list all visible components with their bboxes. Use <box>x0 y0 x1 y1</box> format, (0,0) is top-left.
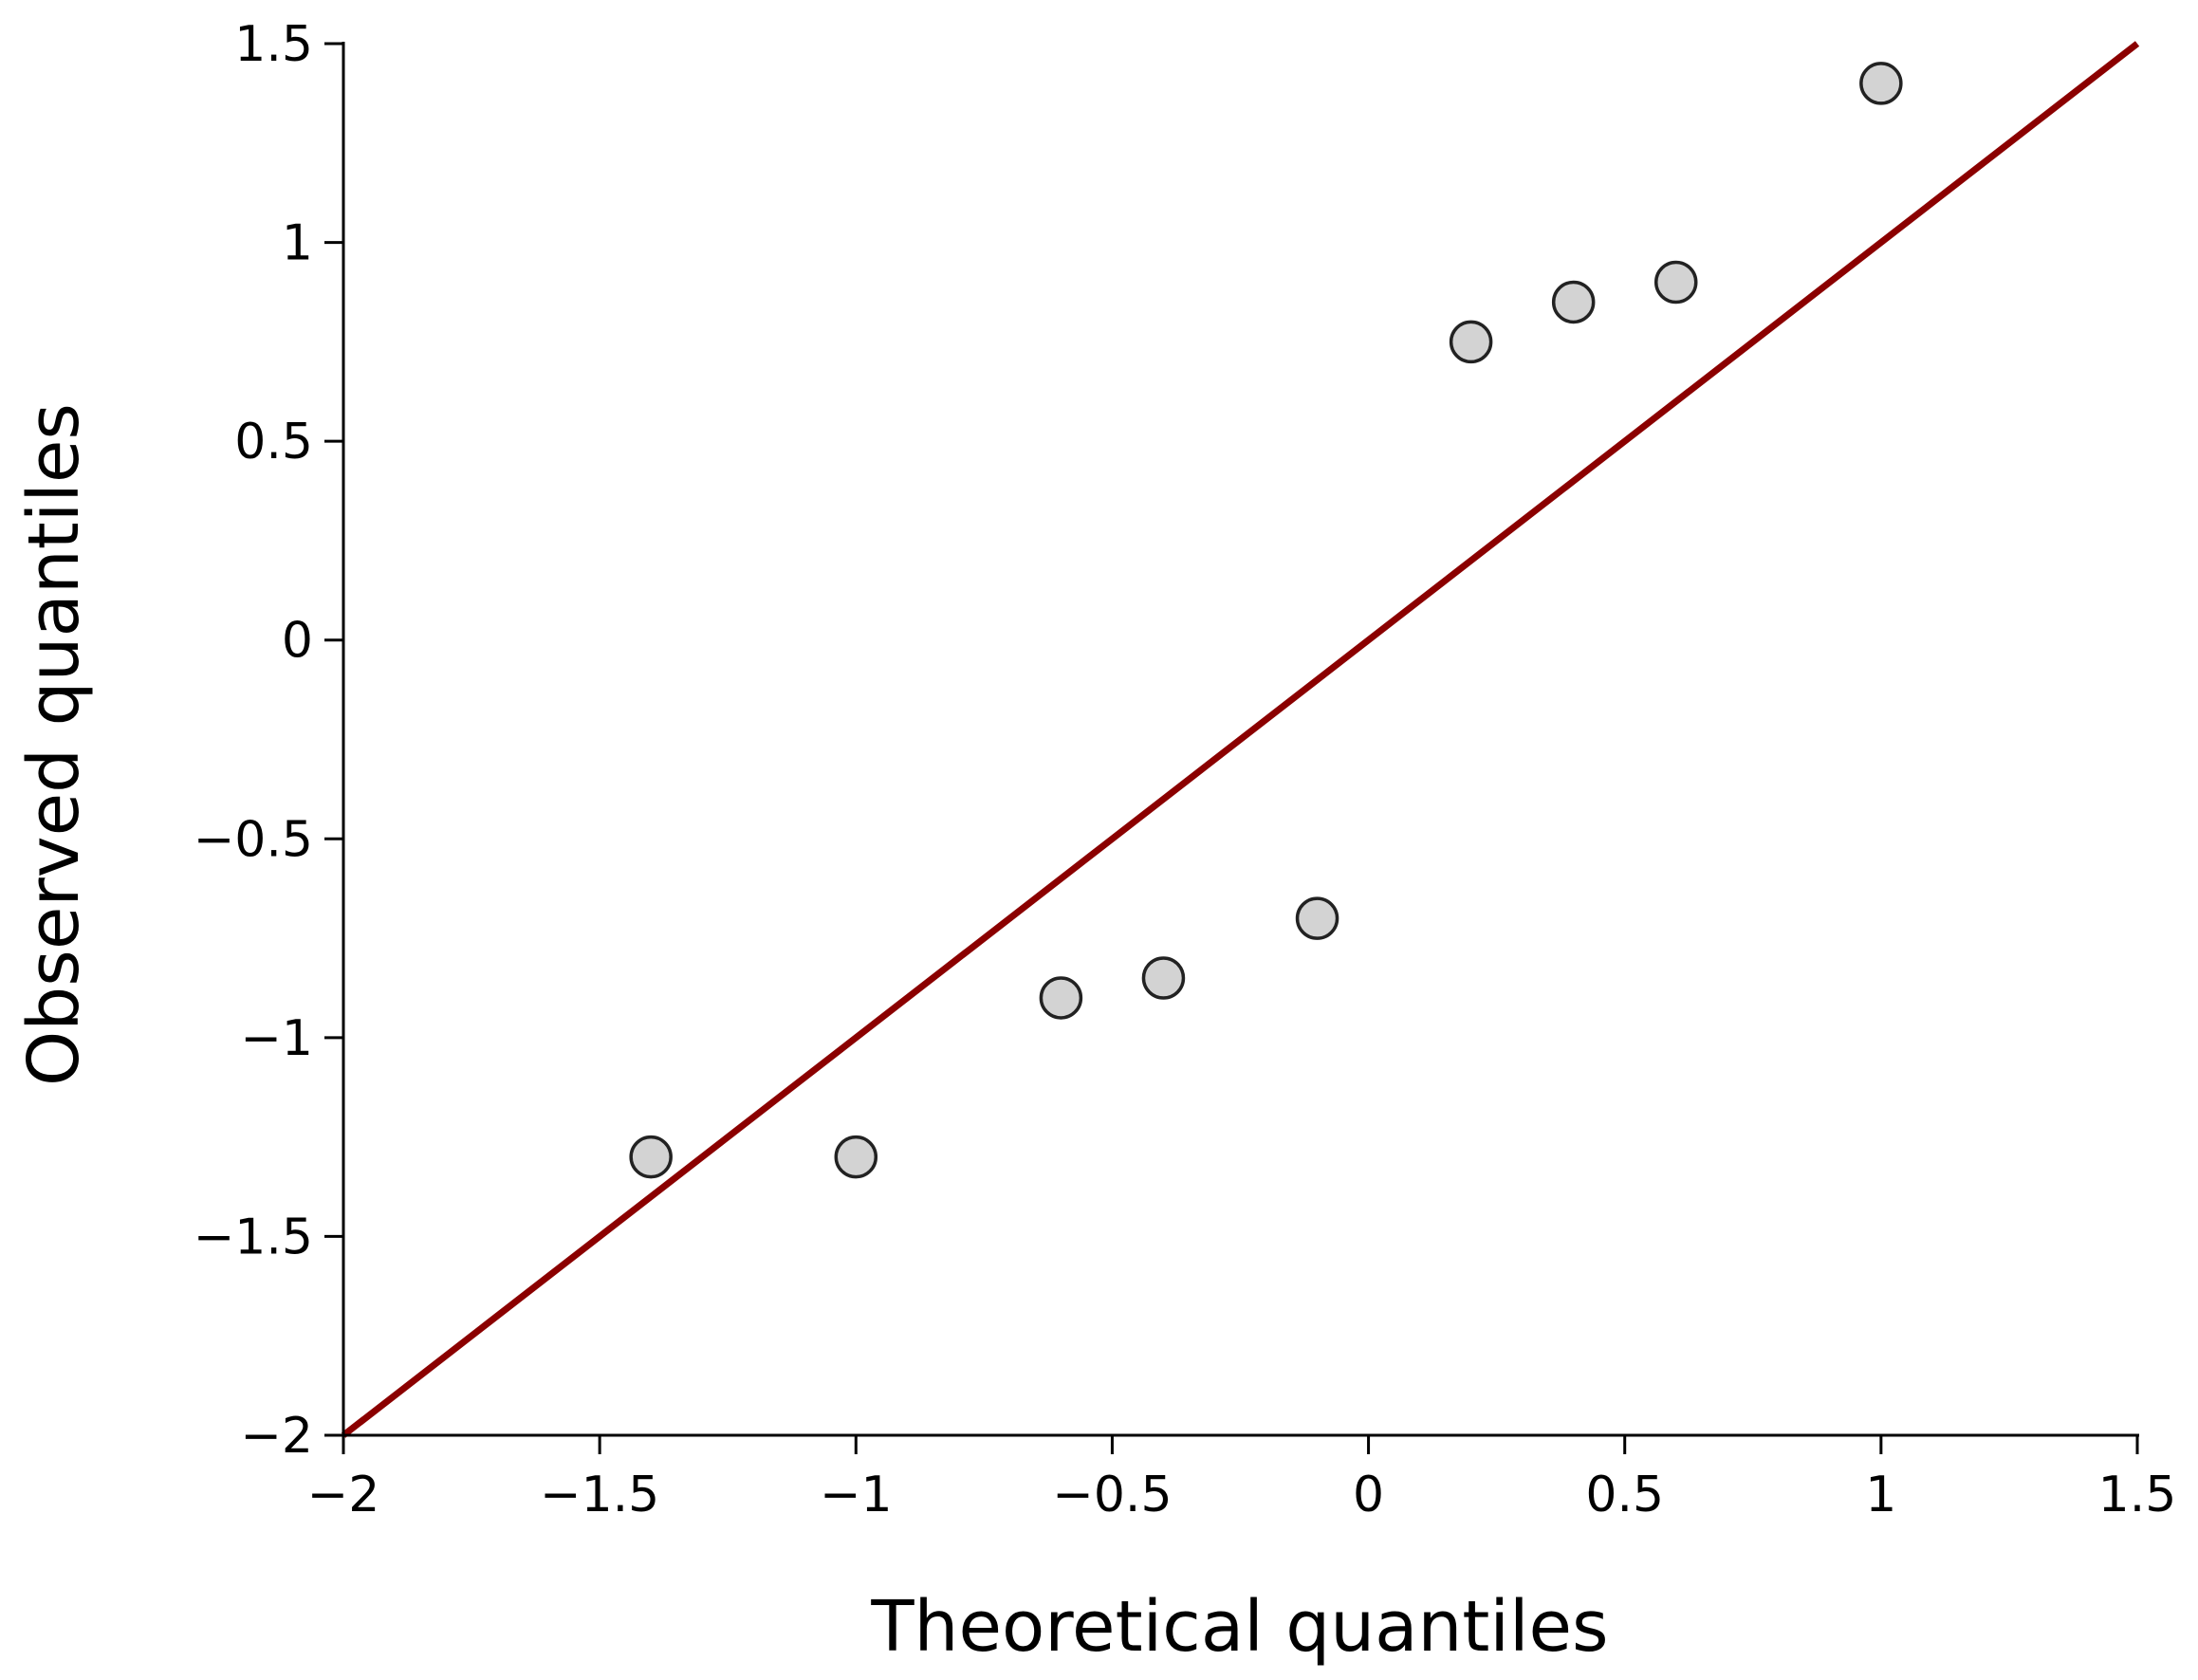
data-point <box>834 1135 878 1179</box>
data-point <box>1295 896 1339 940</box>
data-point <box>1039 976 1083 1020</box>
x-tick-label: 1.5 <box>2098 1467 2177 1523</box>
x-tick-label: −2 <box>307 1467 380 1523</box>
x-tick-label: 0.5 <box>1585 1467 1664 1523</box>
y-tick-label: 1 <box>282 215 313 272</box>
y-axis-label: Observed quantiles <box>13 403 95 1086</box>
data-point <box>1551 280 1596 324</box>
data-point <box>1449 320 1493 364</box>
x-axis-label: Theoretical quantiles <box>870 1586 1608 1668</box>
axes-layer: −2 −1.5 −1 −0.5 0 0.5 1 1.5 −2 −1.5 −1 −0.5 0 0.5 1 1.5 <box>194 16 2177 1523</box>
x-tick-label: 1 <box>1865 1467 1896 1523</box>
reference-line <box>341 41 2140 1438</box>
x-tick-label: −0.5 <box>1052 1467 1172 1523</box>
y-tick-label: 0 <box>282 613 313 670</box>
data-point <box>629 1135 673 1179</box>
data-point <box>1859 62 1903 105</box>
y-tick-label: −2 <box>240 1408 313 1465</box>
x-tick-label: −1.5 <box>540 1467 659 1523</box>
data-points-layer <box>629 62 1903 1179</box>
data-point <box>1141 956 1186 1000</box>
y-tick-label: −1 <box>240 1010 313 1067</box>
x-tick-label: 0 <box>1353 1467 1384 1523</box>
y-tick-label: −0.5 <box>194 811 313 868</box>
x-tick-label: −1 <box>820 1467 893 1523</box>
y-tick-label: 1.5 <box>234 16 313 73</box>
y-tick-label: −1.5 <box>194 1209 313 1265</box>
y-tick-label: 0.5 <box>234 414 313 471</box>
data-point <box>1653 260 1698 305</box>
reference-line-layer <box>341 41 2140 1438</box>
